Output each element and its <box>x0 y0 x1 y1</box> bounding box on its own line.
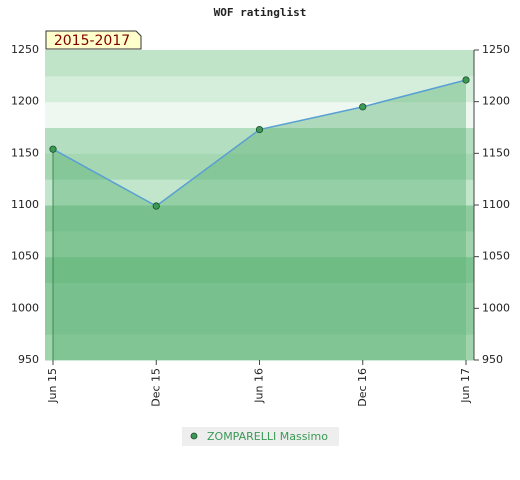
y-tick-label: 950 <box>18 353 39 366</box>
y-tick-label-right: 1050 <box>482 250 510 263</box>
background-band <box>45 256 474 283</box>
background-band <box>45 101 474 128</box>
legend-marker <box>190 432 198 440</box>
x-tick-label: Dec 15 <box>149 368 162 407</box>
y-tick-label-right: 1000 <box>482 301 510 314</box>
background-band <box>45 50 474 77</box>
y-tick-label: 1150 <box>11 146 39 159</box>
y-tick-label-right: 1150 <box>482 146 510 159</box>
legend-label: ZOMPARELLI Massimo <box>207 430 328 443</box>
x-tick-label: Jun 16 <box>253 368 266 404</box>
y-tick-label: 1200 <box>11 95 39 108</box>
y-tick-label-right: 1200 <box>482 95 510 108</box>
y-tick-label-right: 950 <box>482 353 503 366</box>
data-point <box>49 145 57 153</box>
background-band <box>45 230 474 258</box>
x-tick-label: Jun 15 <box>46 368 59 404</box>
y-tick-label: 1250 <box>11 43 39 56</box>
area-fill <box>53 79 466 360</box>
annotation: 2015-2017 <box>54 33 130 49</box>
data-point <box>152 202 160 210</box>
data-point <box>359 103 367 111</box>
background-band <box>45 75 474 103</box>
y-tick-label-right: 1250 <box>482 43 510 56</box>
background-band <box>45 334 474 361</box>
y-tick-label: 1100 <box>11 198 39 211</box>
background-band <box>45 205 474 232</box>
y-tick-label-right: 1100 <box>482 198 510 211</box>
annotation-box <box>45 30 142 50</box>
legend-box <box>182 427 339 446</box>
x-tick-label: Jun 17 <box>459 368 472 404</box>
chart-title: WOF ratinglist <box>214 6 307 19</box>
y-tick-label: 1000 <box>11 301 39 314</box>
y-tick-label: 1050 <box>11 250 39 263</box>
data-point <box>462 76 470 84</box>
background-band <box>45 282 474 309</box>
x-tick-label: Dec 16 <box>356 368 369 407</box>
data-point <box>255 125 264 134</box>
background-band <box>45 308 474 335</box>
background-band <box>45 153 474 180</box>
